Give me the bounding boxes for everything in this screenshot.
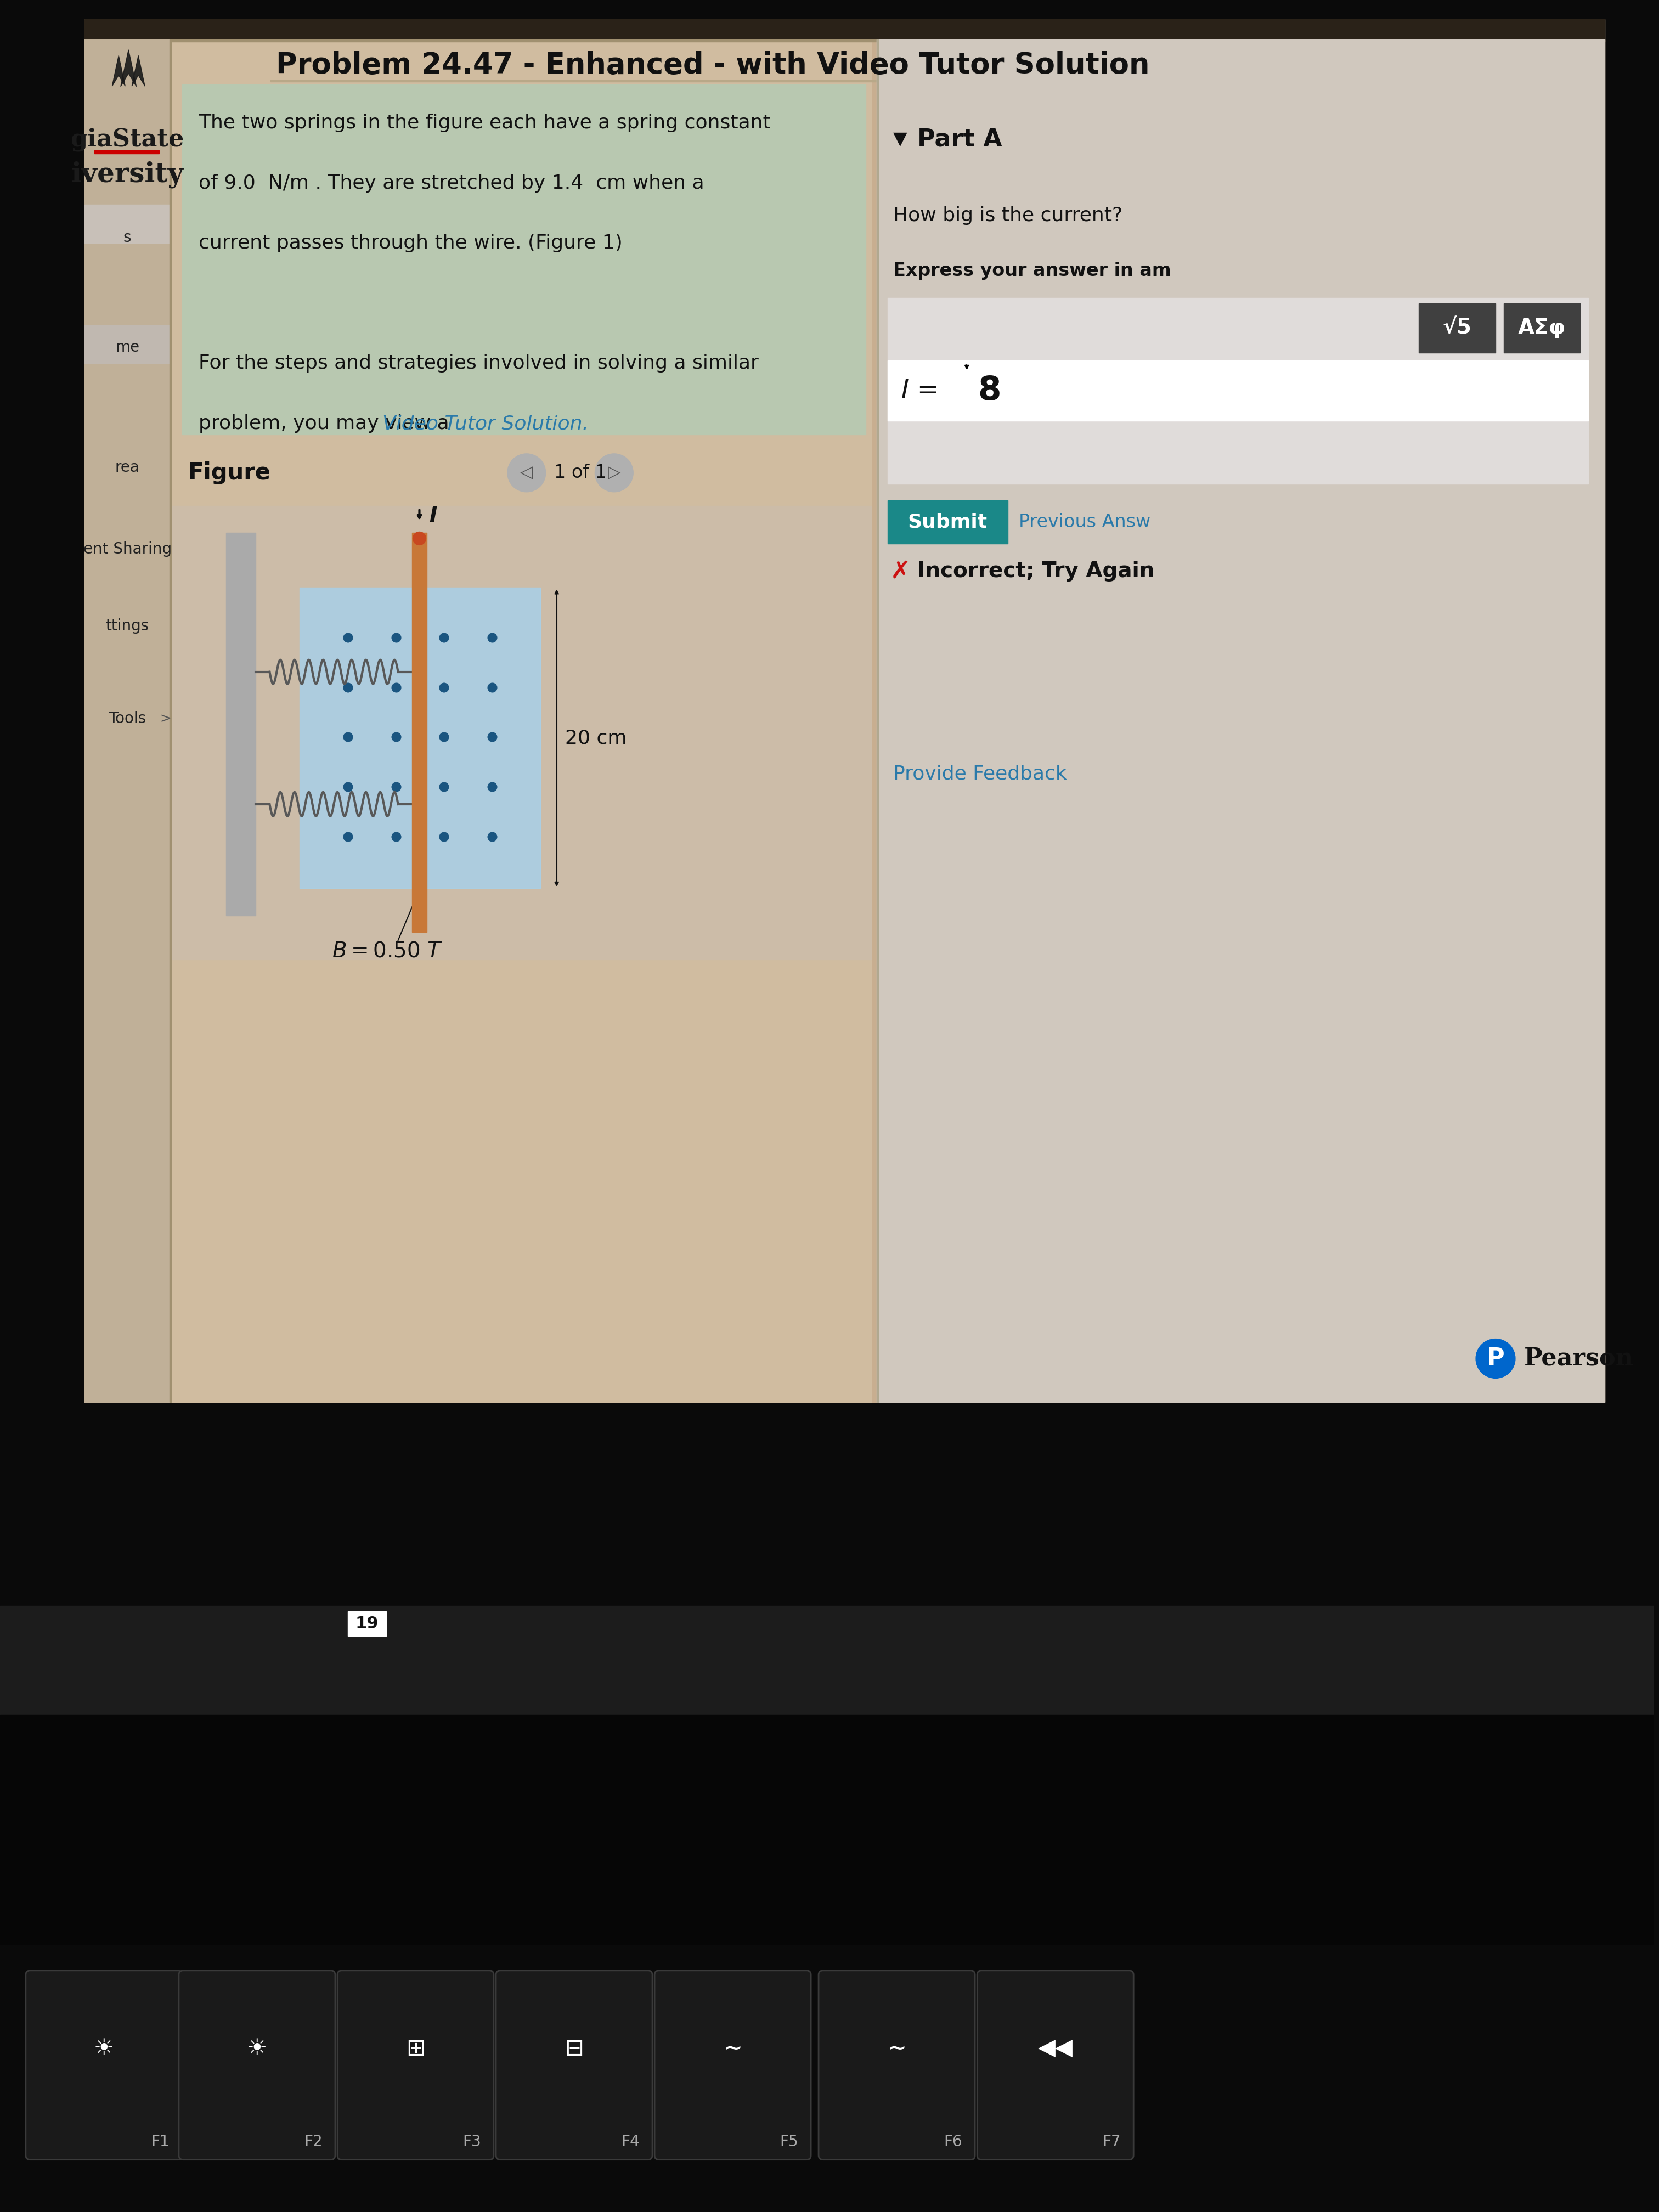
Text: Pearson: Pearson [1525, 1347, 1634, 1371]
Bar [0, 1606, 1654, 1714]
Bar [85, 20, 1604, 40]
FancyBboxPatch shape [655, 1971, 811, 2159]
Text: How big is the current?: How big is the current? [893, 206, 1123, 226]
Text: √5: √5 [1443, 319, 1472, 338]
Bar [888, 299, 1588, 484]
Text: F1: F1 [151, 2135, 169, 2150]
Text: ttings: ttings [106, 617, 149, 633]
Text: F3: F3 [463, 2135, 481, 2150]
Text: ent Sharing: ent Sharing [83, 542, 171, 557]
Text: giaState: giaState [71, 128, 184, 150]
Text: s: s [123, 230, 131, 246]
Bar [348, 1610, 387, 1637]
Circle shape [508, 453, 546, 491]
Text: F6: F6 [944, 2135, 962, 2150]
Text: 19: 19 [355, 1617, 378, 1632]
Text: rea: rea [114, 460, 139, 476]
Text: me: me [116, 338, 139, 354]
FancyBboxPatch shape [496, 1971, 652, 2159]
Circle shape [596, 453, 634, 491]
Bar [0, 1714, 1654, 1944]
FancyBboxPatch shape [818, 1971, 975, 2159]
Text: Provide Feedback: Provide Feedback [893, 763, 1067, 783]
Text: ☀: ☀ [93, 2037, 114, 2059]
Text: >: > [159, 712, 171, 726]
Text: Incorrect; Try Again: Incorrect; Try Again [917, 562, 1155, 582]
Bar [171, 507, 871, 960]
Polygon shape [131, 55, 144, 86]
Bar [95, 150, 159, 153]
Text: F2: F2 [304, 2135, 322, 2150]
Text: ~: ~ [723, 2037, 742, 2059]
Text: P: P [1486, 1347, 1505, 1371]
Bar [300, 588, 541, 889]
Bar [888, 361, 1588, 420]
Text: Part A: Part A [917, 128, 1002, 150]
Text: Submit: Submit [907, 513, 987, 531]
Text: ▷: ▷ [607, 465, 620, 480]
Polygon shape [113, 55, 124, 86]
Text: $B = 0.50$ T: $B = 0.50$ T [332, 940, 443, 962]
Text: Problem 24.47 - Enhanced - with Video Tutor Solution: Problem 24.47 - Enhanced - with Video Tu… [275, 51, 1150, 80]
Bar [85, 325, 169, 363]
Text: Video Tutor Solution.: Video Tutor Solution. [382, 414, 589, 434]
Bar [876, 40, 1604, 1402]
Text: Previous Answ: Previous Answ [1019, 513, 1150, 531]
Text: iversity: iversity [71, 161, 184, 188]
Text: ~: ~ [888, 2037, 906, 2059]
Text: current passes through the wire. (Figure 1): current passes through the wire. (Figure… [199, 234, 622, 252]
FancyBboxPatch shape [25, 1971, 182, 2159]
Text: ◀◀: ◀◀ [1039, 2037, 1073, 2059]
FancyBboxPatch shape [977, 1971, 1133, 2159]
Text: AΣφ: AΣφ [1518, 319, 1566, 338]
Text: ☀: ☀ [247, 2037, 267, 2059]
Text: ⊞: ⊞ [406, 2037, 425, 2059]
Text: 8: 8 [977, 374, 1000, 407]
Text: ✗: ✗ [891, 560, 911, 584]
Text: I: I [430, 504, 438, 526]
Bar [888, 500, 1007, 544]
Bar [182, 84, 866, 434]
Text: ▼: ▼ [893, 131, 907, 148]
FancyBboxPatch shape [179, 1971, 335, 2159]
Bar [85, 206, 169, 243]
Bar [1503, 303, 1581, 352]
Text: For the steps and strategies involved in solving a similar: For the steps and strategies involved in… [199, 354, 758, 374]
Bar [85, 20, 1604, 1402]
Circle shape [413, 531, 426, 544]
Bar [226, 533, 255, 916]
Bar [888, 361, 1588, 420]
Bar [0, 1944, 1654, 2208]
Text: of 9.0  N/m . They are stretched by 1.4  cm when a: of 9.0 N/m . They are stretched by 1.4 c… [199, 175, 703, 192]
Polygon shape [121, 51, 136, 86]
Bar [1418, 303, 1495, 352]
Text: F4: F4 [622, 2135, 640, 2150]
Bar [888, 361, 1588, 420]
Circle shape [1477, 1338, 1515, 1378]
Text: Figure: Figure [187, 462, 270, 484]
Text: ◁: ◁ [521, 465, 533, 480]
Bar [85, 40, 169, 1402]
FancyBboxPatch shape [337, 1971, 494, 2159]
Text: Express your answer in am: Express your answer in am [893, 261, 1171, 279]
Text: I =: I = [901, 378, 939, 403]
Text: F7: F7 [1103, 2135, 1121, 2150]
Bar [171, 40, 871, 1402]
Text: 1 of 1: 1 of 1 [554, 465, 607, 482]
Text: Tools: Tools [109, 712, 146, 726]
Bar [411, 533, 426, 931]
Text: ⊟: ⊟ [564, 2037, 584, 2059]
Text: 20 cm: 20 cm [564, 728, 627, 748]
Text: problem, you may view a: problem, you may view a [199, 414, 455, 434]
Text: F5: F5 [780, 2135, 798, 2150]
Text: The two springs in the figure each have a spring constant: The two springs in the figure each have … [199, 113, 770, 133]
